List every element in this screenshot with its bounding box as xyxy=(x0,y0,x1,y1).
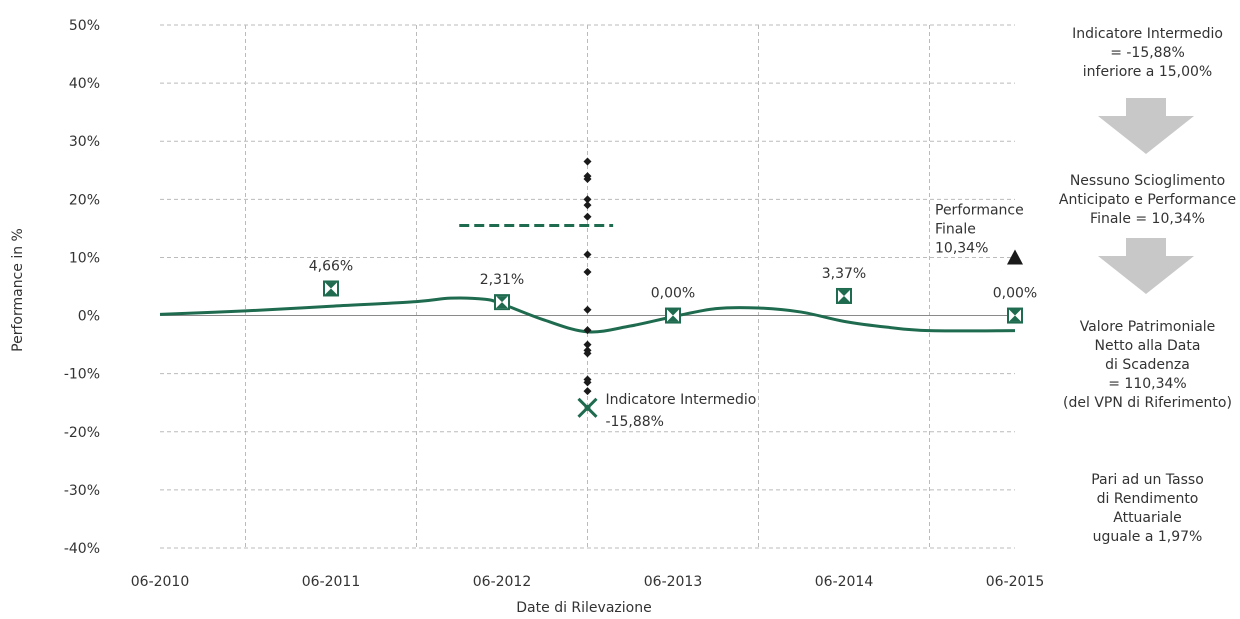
x-tick-label: 06-2011 xyxy=(302,574,361,590)
final-performance-triangle xyxy=(1007,249,1023,265)
sidebar-text-final: Nessuno Scioglimento Anticipato e Perfor… xyxy=(1058,173,1237,227)
final-performance-value: 10,34% xyxy=(935,240,988,256)
intermediate-indicator: Indicatore Intermedio -15,88% xyxy=(577,392,757,430)
observation-label: 3,37% xyxy=(822,266,866,282)
x-tick-labels: 06-2010 06-2011 06-2012 06-2013 06-2014 06-20… xyxy=(131,574,1045,590)
y-tick-label: 50% xyxy=(69,18,100,34)
y-tick-label: 0% xyxy=(78,309,100,325)
observation-marker xyxy=(494,294,510,311)
x-tick-label: 06-2015 xyxy=(986,574,1045,590)
observation-label: 0,00% xyxy=(651,286,695,302)
observation-marker xyxy=(836,287,852,304)
y-tick-label: 40% xyxy=(69,76,100,92)
scenario-dot xyxy=(583,305,592,314)
x-tick-label: 06-2013 xyxy=(644,574,703,590)
final-performance-label-1: Performance xyxy=(935,202,1024,218)
annual-observation-markers xyxy=(323,280,1023,324)
scenario-dot xyxy=(583,174,592,183)
y-tick-label: -30% xyxy=(64,483,100,499)
sidebar-text-nav: Valore Patrimoniale Netto alla Data di S… xyxy=(1063,319,1232,411)
observation-label: 2,31% xyxy=(480,272,524,288)
grid-lines xyxy=(160,24,1015,549)
scenario-dot xyxy=(583,378,592,387)
observation-marker xyxy=(323,280,339,297)
down-arrow-icon xyxy=(1098,98,1194,154)
observation-label: 4,66% xyxy=(309,258,353,274)
scenario-dot xyxy=(583,157,592,166)
final-performance-label-2: Finale xyxy=(935,221,976,237)
y-tick-label: 30% xyxy=(69,134,100,150)
x-tick-label: 06-2012 xyxy=(473,574,532,590)
down-arrow-icon xyxy=(1098,238,1194,294)
y-tick-labels: 50% 40% 30% 20% 10% 0% -10% -20% -30% -40% xyxy=(64,18,100,557)
observation-marker xyxy=(1007,307,1023,324)
y-tick-label: 10% xyxy=(69,250,100,266)
scenario-dot xyxy=(583,201,592,210)
performance-line xyxy=(159,296,1016,334)
scenario-dot xyxy=(583,195,592,204)
scenario-dot xyxy=(583,349,592,358)
final-performance: Performance Finale 10,34% xyxy=(935,202,1024,265)
scenario-dot xyxy=(583,250,592,259)
scenario-dot xyxy=(583,267,592,276)
performance-chart: 50% 40% 30% 20% 10% 0% -10% -20% -30% -40% 06-201… xyxy=(10,18,1045,616)
y-tick-label: -10% xyxy=(64,367,100,383)
observation-label: 0,00% xyxy=(993,286,1037,302)
sidebar-text-yield: Pari ad un Tasso di Rendimento Attuarial… xyxy=(1091,472,1204,545)
performance-line-series xyxy=(159,296,1016,334)
indicator-x-marker xyxy=(577,397,598,418)
observation-marker xyxy=(665,307,681,324)
scenario-dot xyxy=(583,387,592,396)
scenario-dot xyxy=(583,326,592,335)
x-axis-title: Date di Rilevazione xyxy=(516,600,651,616)
y-axis-title: Performance in % xyxy=(10,228,26,352)
scenario-dot xyxy=(583,212,592,221)
indicator-label: Indicatore Intermedio xyxy=(606,392,757,408)
y-tick-label: -40% xyxy=(64,541,100,557)
sidebar-text-intermediate: Indicatore Intermedio = -15,88% inferior… xyxy=(1072,26,1223,80)
y-tick-label: 20% xyxy=(69,192,100,208)
y-tick-label: -20% xyxy=(64,425,100,441)
observation-labels: 4,66% 2,31% 0,00% 3,37% 0,00% xyxy=(309,258,1037,301)
scenario-dots xyxy=(583,157,592,396)
x-tick-label: 06-2014 xyxy=(815,574,874,590)
indicator-value: -15,88% xyxy=(606,414,664,430)
scenario-dot xyxy=(583,340,592,349)
x-tick-label: 06-2010 xyxy=(131,574,190,590)
